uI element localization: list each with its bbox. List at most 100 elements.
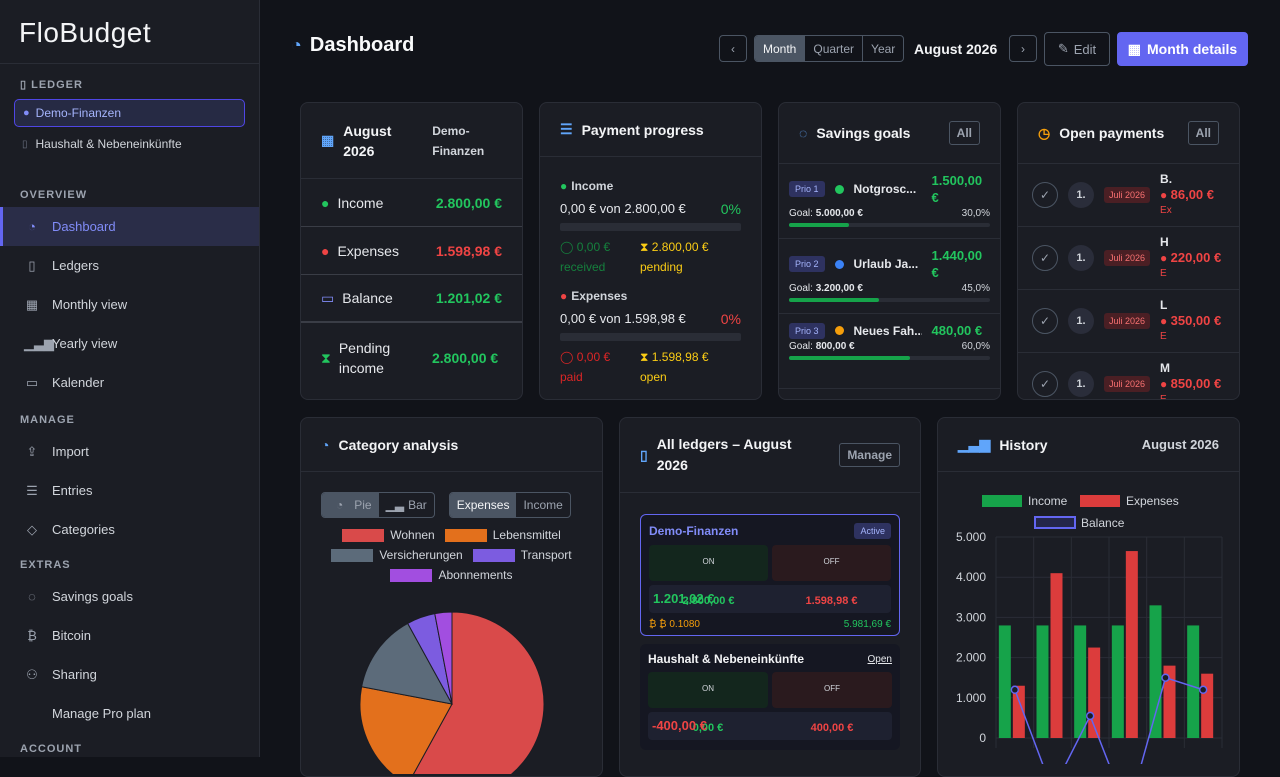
nav-yearly-view[interactable]: ▁▃▆ Yearly view [24, 335, 118, 352]
prev-period-button[interactable]: ‹ [719, 35, 747, 62]
payment-progress-card: ☰ Payment progress ● Income 0,00 € von 2.… [539, 102, 762, 400]
piggy-bank-icon: ◌ [28, 589, 36, 604]
nav-savings-goals[interactable]: ◌ Savings goals [0, 577, 259, 616]
expenses-toggle[interactable]: Expenses [449, 493, 517, 517]
calendar-icon: ▦ [25, 296, 39, 312]
check-icon[interactable]: ✓ [1032, 182, 1058, 208]
goal-color-dot [834, 326, 844, 335]
nav-manage-pro-plan[interactable]: Manage Pro plan [52, 706, 152, 721]
nav-kalender[interactable]: ▭ Kalender [25, 374, 105, 391]
nav-dashboard[interactable]: ◔ Dashboard [0, 207, 259, 246]
gauge-icon: ◔ [28, 219, 36, 234]
savings-goals-card: ◌ Savings goals All Prio 1 Notgrosc... 1.5… [778, 102, 1001, 400]
summary-expenses-value: 1.598,98 € [435, 242, 502, 259]
savings-goal-list: Prio 1 Notgrosc... 1.500,00 € Goal: 5.000,0… [779, 164, 1000, 389]
income-progress-text: 0,00 € von 2.800,00 € [560, 201, 686, 216]
summary-income-row: ● Income 2.800,00 € [301, 179, 522, 227]
open-payment-item[interactable]: ✓ 1. Juli 2026 H ● 220,00 € E [1018, 227, 1239, 290]
summary-balance-row: ▭ Balance 1.201,02 € [301, 275, 522, 323]
income-toggle[interactable]: Income [523, 498, 563, 512]
bar-expenses [1050, 573, 1063, 738]
goal-name: Urlaub Ja... [853, 257, 919, 271]
nav-bitcoin[interactable]: ₿ Bitcoin [0, 616, 259, 655]
category-pie-chart [359, 611, 545, 774]
month-details-button[interactable]: ▦ Month details [1117, 32, 1248, 66]
bar-income [1111, 625, 1124, 738]
legend-swatch [472, 548, 515, 562]
income-pct: 0% [720, 201, 741, 217]
month-badge: Juli 2026 [1104, 187, 1151, 203]
legend-swatch-expenses [1080, 495, 1120, 507]
ledger-item-haushalt[interactable]: ▯ Haushalt & Nebeneinkünfte [0, 127, 259, 161]
alert-icon: ● [1160, 377, 1168, 391]
next-period-button[interactable]: › [1009, 35, 1037, 62]
check-icon[interactable]: ✓ [1032, 308, 1058, 334]
nav-categories[interactable]: ◇ Categories [0, 510, 259, 549]
nav-import[interactable]: ⇪ Import [0, 432, 259, 471]
period-quarter[interactable]: Quarter [805, 36, 864, 61]
pie-toggle[interactable]: ◔ Pie [322, 493, 379, 517]
upload-icon: ⇪ [26, 443, 38, 459]
savings-goal-item[interactable]: Prio 1 Notgrosc... 1.500,00 € Goal: 5.000,0… [779, 164, 1000, 239]
nav-ledgers[interactable]: ▯ Ledgers [0, 246, 259, 285]
manage-ledgers-button[interactable]: Manage [839, 443, 900, 467]
wallet-icon: ▭ [321, 289, 335, 306]
bar-income [1036, 625, 1049, 738]
calendar-icon: ▦ [321, 132, 335, 148]
all-ledgers-title: All ledgers – August 2026 [656, 436, 792, 473]
legend-swatch-income [982, 495, 1022, 507]
extras-section-title: Extras [20, 559, 71, 571]
open-payment-item[interactable]: ✓ 1. Juli 2026 L ● 350,00 € E [1018, 290, 1239, 353]
ledger-item-demo-finanzen[interactable]: ● Demo-Finanzen [14, 99, 245, 127]
legend-item[interactable]: Transport [472, 548, 572, 562]
check-icon[interactable]: ✓ [1032, 371, 1058, 397]
legend-item[interactable]: Versicherungen [331, 548, 463, 562]
savings-goal-item[interactable]: Prio 2 Urlaub Ja... 1.440,00 € Goal: 3.200,… [779, 239, 1000, 314]
savings-goal-item[interactable]: Prio 3 Neues Fah... 480,00 € Goal: 800,00 €… [779, 314, 1000, 389]
ledger-card-demo-finanzen[interactable]: Demo-Finanzen Active ON2.800,00 € OFF1.5… [640, 514, 900, 636]
open-payments-all-button[interactable]: All [1187, 121, 1219, 145]
open-link[interactable]: Open [867, 653, 892, 665]
payment-initial: H [1160, 235, 1169, 249]
arrow-up-circle-icon: ● [560, 289, 568, 303]
category-type-toggle: Expenses Income [448, 492, 571, 518]
payment-sub: Ex [1160, 205, 1172, 216]
payment-amount: 350,00 € [1170, 313, 1222, 328]
open-payment-item[interactable]: ✓ 1. Juli 2026 M ● 850,00 € E [1018, 353, 1239, 399]
bar-toggle[interactable]: ▁▃ Bar [385, 498, 427, 512]
ledger-balance: -400,00 € [652, 718, 707, 733]
nav-monthly-view[interactable]: ▦ Monthly view [25, 296, 128, 313]
payment-sub: E [1160, 268, 1167, 279]
income-label: Income [571, 179, 614, 193]
x-circle-icon: ◯ [560, 350, 574, 364]
balance-point [1161, 673, 1170, 682]
legend-swatch [331, 548, 374, 562]
open-payment-item[interactable]: ✓ 1. Juli 2026 B. ● 86,00 € Ex [1018, 164, 1239, 227]
bar-income [1074, 625, 1087, 738]
hourglass-icon: ⧗ [321, 349, 331, 366]
check-icon[interactable]: ✓ [1032, 245, 1058, 271]
period-month[interactable]: Month [755, 36, 806, 61]
prio-badge: Prio 1 [789, 181, 825, 197]
goal-name: Neues Fah... [853, 323, 922, 338]
legend-item[interactable]: Wohnen [342, 528, 435, 542]
app-logo[interactable]: FloBudget [0, 0, 259, 64]
check-circle-icon: ● [23, 107, 30, 119]
nav-sharing[interactable]: ⚇ Sharing [0, 655, 259, 694]
payment-initial: M [1160, 361, 1171, 375]
arrow-down-circle-icon: ● [560, 179, 568, 193]
summary-balance-value: 1.201,02 € [435, 290, 502, 306]
payment-amount: 850,00 € [1170, 376, 1222, 391]
payment-number: 1. [1068, 182, 1094, 208]
edit-button[interactable]: ✎ Edit [1044, 32, 1110, 66]
goal-pct: 60,0% [961, 341, 990, 352]
nav-entries[interactable]: ☰ Entries [0, 471, 259, 510]
legend-item[interactable]: Abonnements [390, 568, 513, 582]
savings-all-button[interactable]: All [948, 121, 980, 145]
legend-item[interactable]: Lebensmittel [444, 528, 561, 542]
period-year[interactable]: Year [871, 41, 896, 56]
ledger-card-haushalt[interactable]: Haushalt & Nebeneinkünfte Open ON 0,00 € … [640, 644, 900, 750]
book-icon: ▯ [22, 138, 28, 150]
pie-slice-versicherungen [361, 622, 453, 705]
ledger-off-value: 400,00 € [810, 722, 854, 734]
